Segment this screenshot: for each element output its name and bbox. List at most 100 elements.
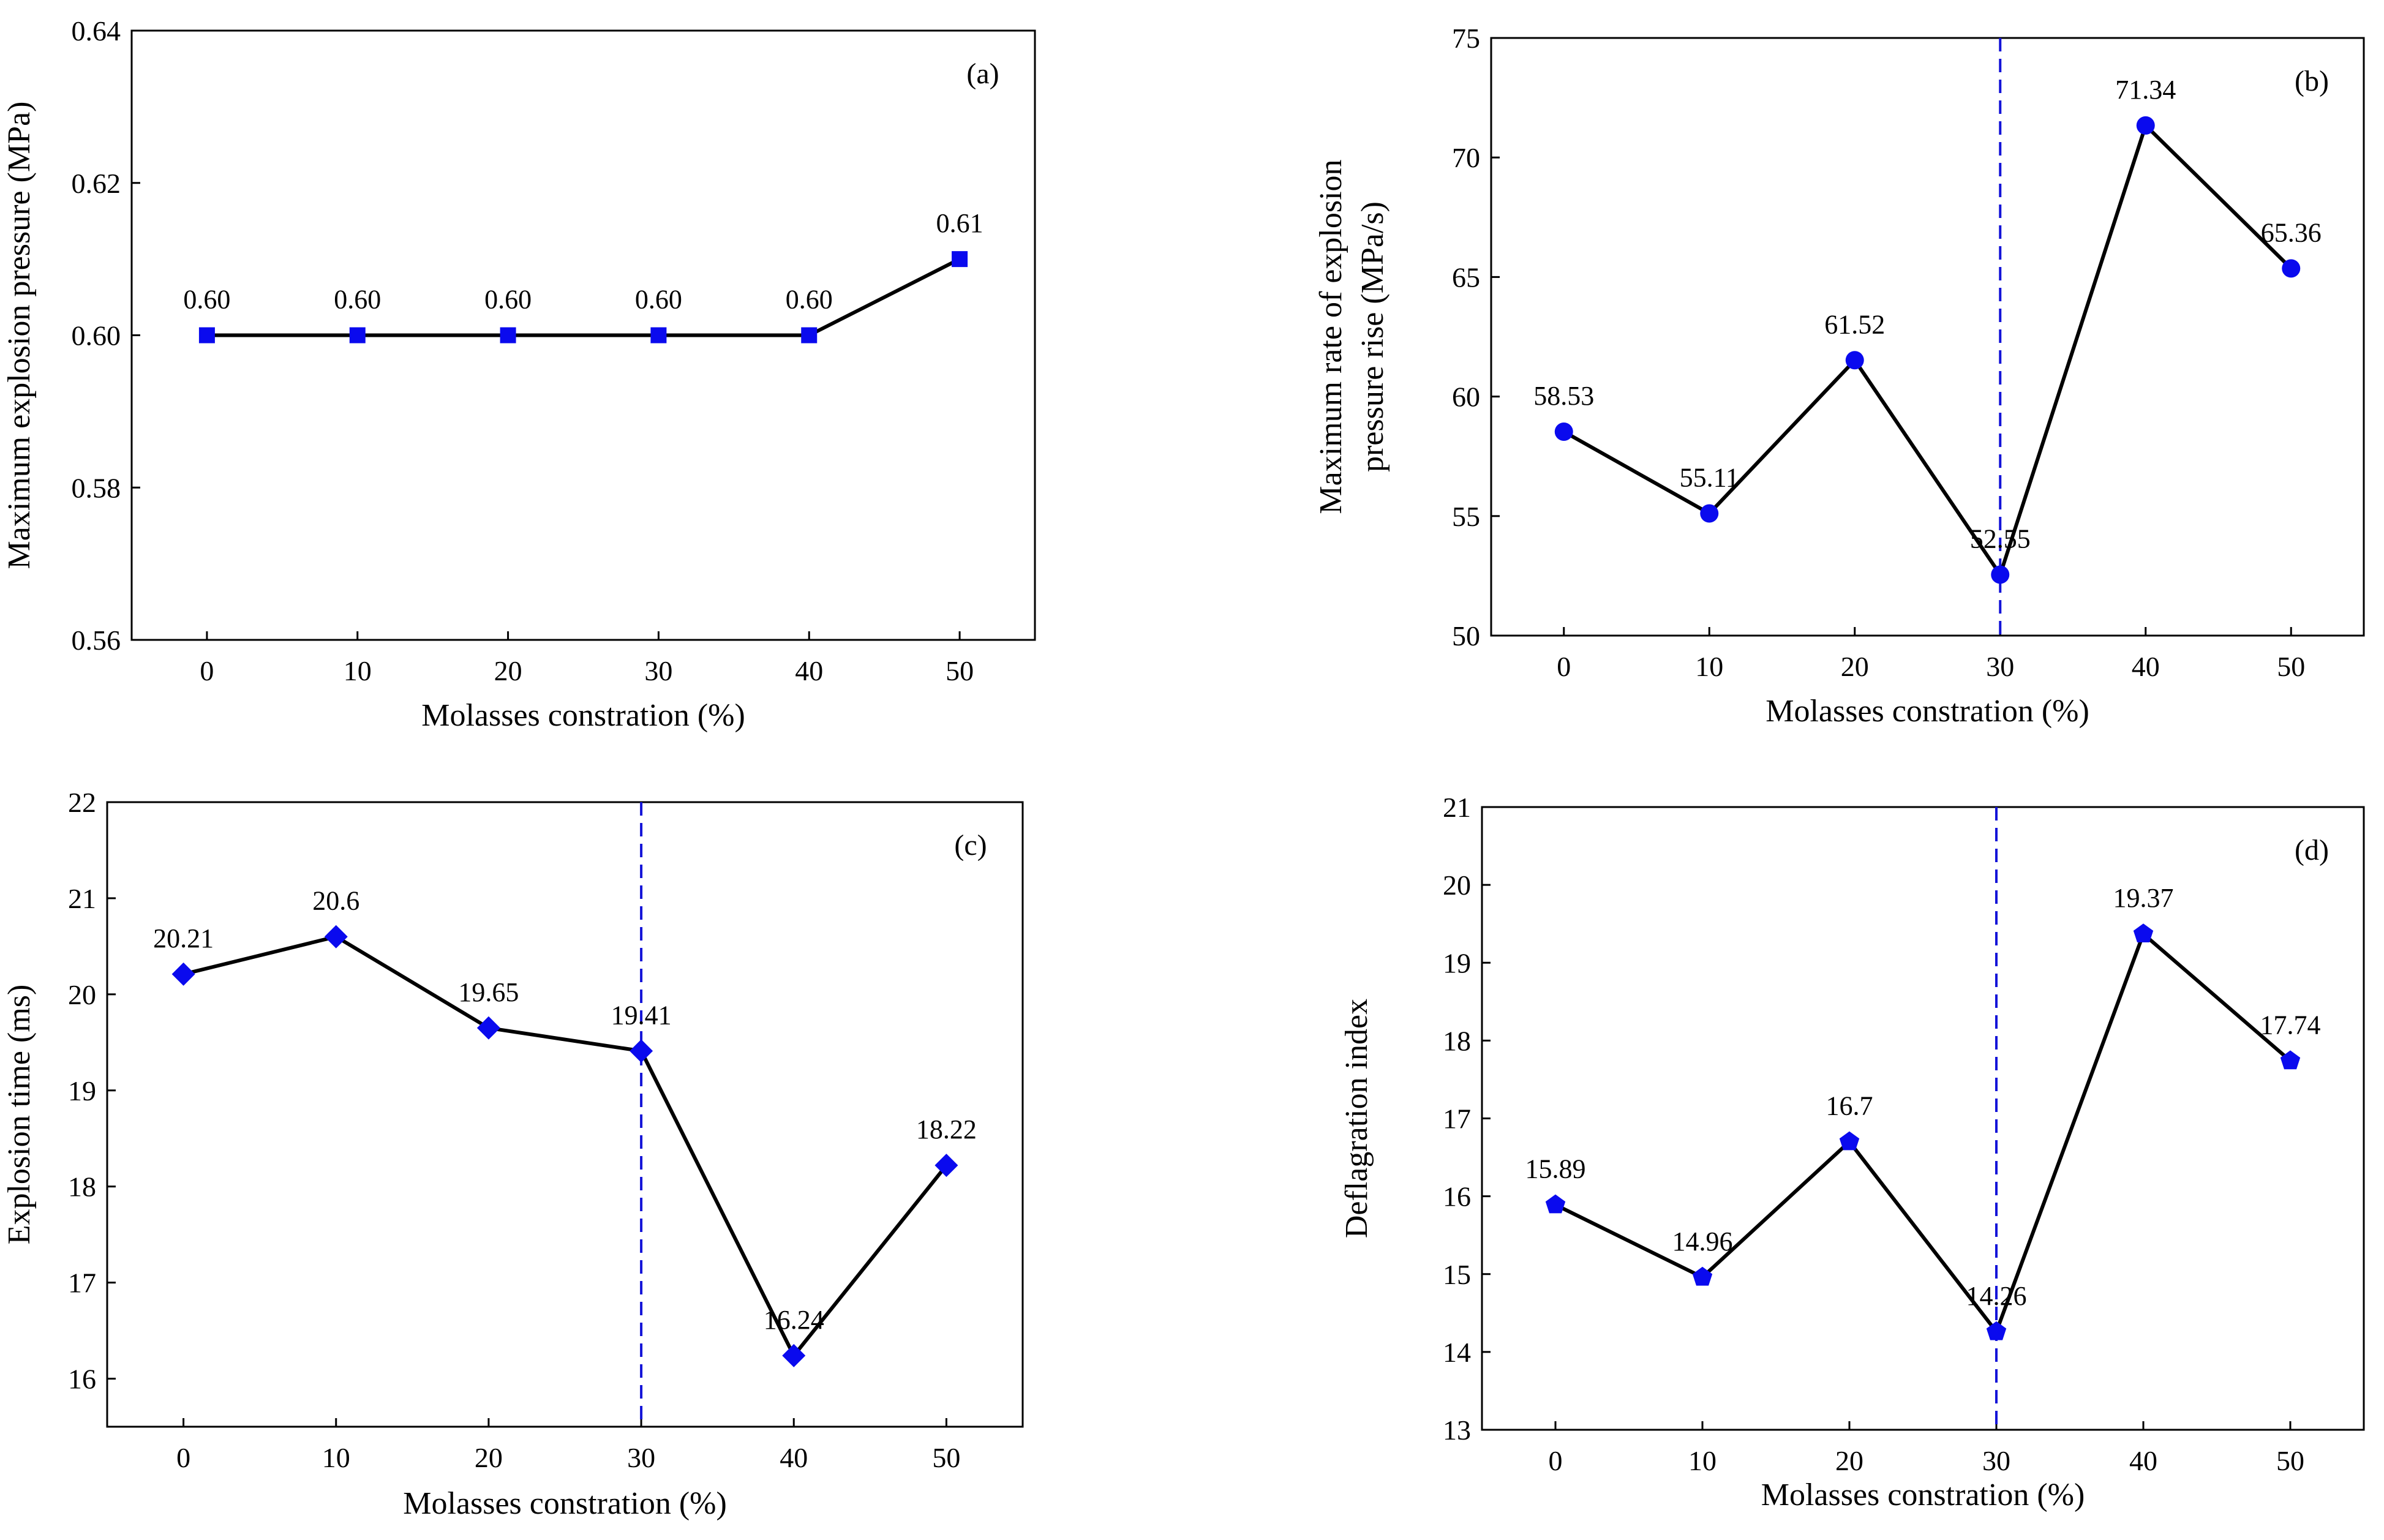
data-label: 19.41 [611,1000,672,1030]
data-point [2136,116,2155,135]
data-point [2282,259,2301,278]
chart-a: 0 10 20 30 40 50 0.56 0.58 0.60 0.62 0.64 Molasses … [2,15,1036,733]
panel-label: (d) [2295,834,2329,866]
x-tick-label: 30 [1982,1445,2010,1476]
x-tick-label: 50 [2277,651,2305,682]
y-tick-label: 17 [68,1268,96,1299]
x-axis-title: Molasses constration (%) [403,1486,727,1521]
y-tick-label: 14 [1443,1337,1471,1368]
plot-frame [106,801,1024,1428]
plot-frame [1481,806,2365,1431]
data-label: 20.21 [153,923,214,953]
y-axis-title: Explosion time (ms) [2,985,37,1245]
y-tick-label: 18 [68,1171,96,1203]
data-label: 0.60 [334,285,381,315]
y-axis-title: Deflagration index [1339,999,1374,1238]
data-label: 0.60 [484,285,532,315]
x-tick-label: 20 [494,655,522,686]
data-point [2133,923,2154,942]
y-axis-title: pressure rise (MPa/s) [1355,201,1390,472]
x-tick-label: 50 [932,1442,960,1473]
data-point [2280,1050,2301,1070]
data-point [349,327,366,344]
x-tick-label: 40 [2132,651,2160,682]
y-tick-label: 15 [1443,1259,1471,1290]
y-tick-label: 16 [1443,1181,1471,1212]
data-point [1986,1321,2007,1340]
x-tick-label: 50 [2276,1445,2304,1476]
data-point [952,251,968,268]
y-axis-title: Maximum explosion pressure (MPa) [2,101,37,569]
y-tick-label: 19 [1443,947,1471,978]
y-tick-label: 75 [1452,23,1480,54]
y-tick-label: 0.62 [72,168,121,199]
x-tick-label: 20 [475,1442,503,1473]
y-tick-label: 20 [68,979,96,1010]
y-tick-label: 20 [1443,870,1471,901]
data-label: 19.65 [458,977,519,1007]
x-tick-label: 40 [780,1442,808,1473]
y-tick-label: 21 [1443,792,1471,823]
data-point [324,925,348,948]
data-label: 65.36 [2261,217,2322,247]
y-tick-label: 22 [68,787,96,818]
data-label: 19.37 [2113,883,2174,913]
x-tick-label: 10 [1695,651,1723,682]
data-point [801,327,818,344]
y-tick-label: 65 [1452,261,1480,293]
series-line [182,934,948,1358]
y-tick-label: 17 [1443,1103,1471,1135]
y-tick-label: 55 [1452,501,1480,532]
data-label: 0.60 [635,285,682,315]
x-tick-label: 50 [946,655,974,686]
x-tick-label: 30 [1986,651,2014,682]
data-point [1692,1266,1713,1286]
chart-d: 0 10 20 30 40 50 13 14 15 16 17 18 19 20 21 Molasses co… [1339,792,2365,1512]
y-axis-title: Maximum rate of explosion [1314,159,1348,514]
data-label: 52.55 [1970,524,2031,554]
x-tick-label: 0 [1557,651,1571,682]
data-point [1991,565,2010,584]
x-tick-label: 10 [1688,1445,1717,1476]
y-tick-label: 70 [1452,142,1480,173]
data-label: 58.53 [1533,381,1594,411]
x-tick-label: 10 [322,1442,350,1473]
y-tick-label: 0.64 [72,15,121,47]
data-point [1845,351,1864,370]
data-label: 18.22 [916,1114,977,1144]
data-label: 14.96 [1672,1226,1733,1256]
chart-c: 0 10 20 30 40 50 16 17 18 19 20 21 22 Molasses constr… [2,787,1024,1521]
data-label: 0.61 [936,208,983,238]
x-tick-label: 20 [1835,1445,1863,1476]
y-tick-label: 60 [1452,381,1480,413]
x-tick-label: 30 [627,1442,655,1473]
data-point [934,1154,958,1178]
x-tick-label: 30 [644,655,672,686]
data-label: 0.60 [183,285,230,315]
data-point [1839,1131,1860,1151]
y-tick-label: 21 [68,883,96,914]
data-point [171,962,195,986]
chart-b: 0 10 20 30 40 50 50 55 60 65 70 75 Molasses constrat… [1314,23,2365,729]
data-point [1700,504,1719,523]
x-tick-label: 0 [1549,1445,1563,1476]
panel-label: (c) [954,829,987,862]
series-line [1554,932,2292,1334]
data-point [198,327,215,344]
data-point [630,1039,653,1063]
data-label: 16.7 [1826,1091,1873,1121]
data-label: 20.6 [312,886,359,916]
panel-label: (b) [2295,65,2329,97]
y-tick-label: 16 [68,1364,96,1395]
data-label: 61.52 [1824,309,1885,339]
data-point [1554,422,1573,441]
series-line [1563,123,2293,577]
x-axis-title: Molasses constration (%) [1765,694,2089,729]
plot-frame [1490,37,2365,637]
y-tick-label: 13 [1443,1414,1471,1446]
y-tick-label: 19 [68,1075,96,1106]
data-point [500,327,516,344]
data-point [650,327,667,344]
data-label: 71.34 [2115,75,2176,105]
